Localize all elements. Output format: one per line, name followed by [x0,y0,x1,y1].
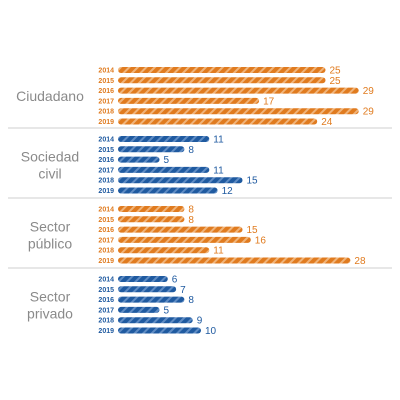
bar [118,146,185,153]
year-label: 2017 [98,98,114,105]
year-label: 2015 [98,217,114,224]
bar [118,276,168,282]
bar [118,136,210,142]
value-label: 5 [164,155,170,166]
year-label: 2014 [98,277,114,284]
value-label: 7 [180,285,186,296]
group-label-line: Ciudadano [16,88,84,104]
value-label: 25 [330,76,342,87]
value-label: 15 [247,176,259,187]
year-label: 2015 [98,287,114,294]
year-label: 2017 [98,237,114,244]
bar [118,166,210,173]
group-label: Ciudadano [16,88,84,104]
value-label: 8 [188,295,194,306]
bar [118,327,201,334]
value-label: 11 [213,246,224,257]
chart-body: Ciudadano 2014 25 2015 25 2016 29 2017 17 2018 29 2… [8,66,392,337]
value-label: 8 [188,215,194,226]
group-label-line: privado [27,305,73,321]
bar [118,226,243,233]
group-label-line: Sociedad [21,148,79,164]
year-label: 2015 [98,147,114,154]
bar [118,247,210,254]
year-label: 2019 [98,258,114,265]
group-label: Sector público [28,218,73,251]
year-label: 2016 [98,227,114,234]
bar [118,306,160,313]
bar [118,206,185,212]
year-label: 2019 [98,328,114,335]
value-label: 16 [255,235,267,246]
value-label: 17 [263,96,275,107]
value-label: 6 [172,275,178,286]
group-label-line: Sector [30,218,71,234]
value-label: 15 [247,225,259,236]
value-label: 8 [188,205,194,216]
year-label: 2014 [98,68,114,75]
value-label: 8 [188,145,194,156]
value-label: 25 [330,66,342,77]
group-label: Sociedad civil [21,148,79,181]
year-label: 2018 [98,178,114,185]
bar [118,67,326,73]
group-label-line: público [28,235,73,251]
bar [118,77,326,84]
bar [118,97,260,104]
value-label: 5 [164,305,170,316]
value-label: 29 [363,86,375,97]
group-label-line: Sector [30,288,71,304]
value-label: 11 [213,165,224,176]
value-label: 11 [213,135,224,146]
year-label: 2017 [98,307,114,314]
year-label: 2014 [98,207,114,214]
year-label: 2017 [98,167,114,174]
bar [118,177,243,184]
bar [118,187,218,194]
year-label: 2016 [98,297,114,304]
value-label: 12 [222,186,234,197]
bar [118,317,193,324]
value-label: 10 [205,326,217,337]
bar [118,87,359,94]
year-label: 2018 [98,248,114,255]
bar [118,108,359,115]
value-label: 9 [197,316,203,327]
year-label: 2019 [98,188,114,195]
value-label: 28 [354,256,366,267]
year-label: 2019 [98,119,114,126]
year-label: 2016 [98,157,114,164]
bar [118,236,251,243]
value-label: 29 [363,107,375,118]
bar [118,118,318,125]
bar [118,286,177,293]
value-label: 24 [321,117,333,128]
year-label: 2015 [98,78,114,85]
bar [118,156,160,163]
group-label: Sector privado [27,288,73,321]
year-label: 2018 [98,109,114,116]
bar [118,216,185,223]
year-label: 2014 [98,137,114,144]
year-label: 2018 [98,318,114,325]
year-label: 2016 [98,88,114,95]
bar [118,296,185,303]
bar [118,257,351,264]
group-label-line: civil [38,165,61,181]
